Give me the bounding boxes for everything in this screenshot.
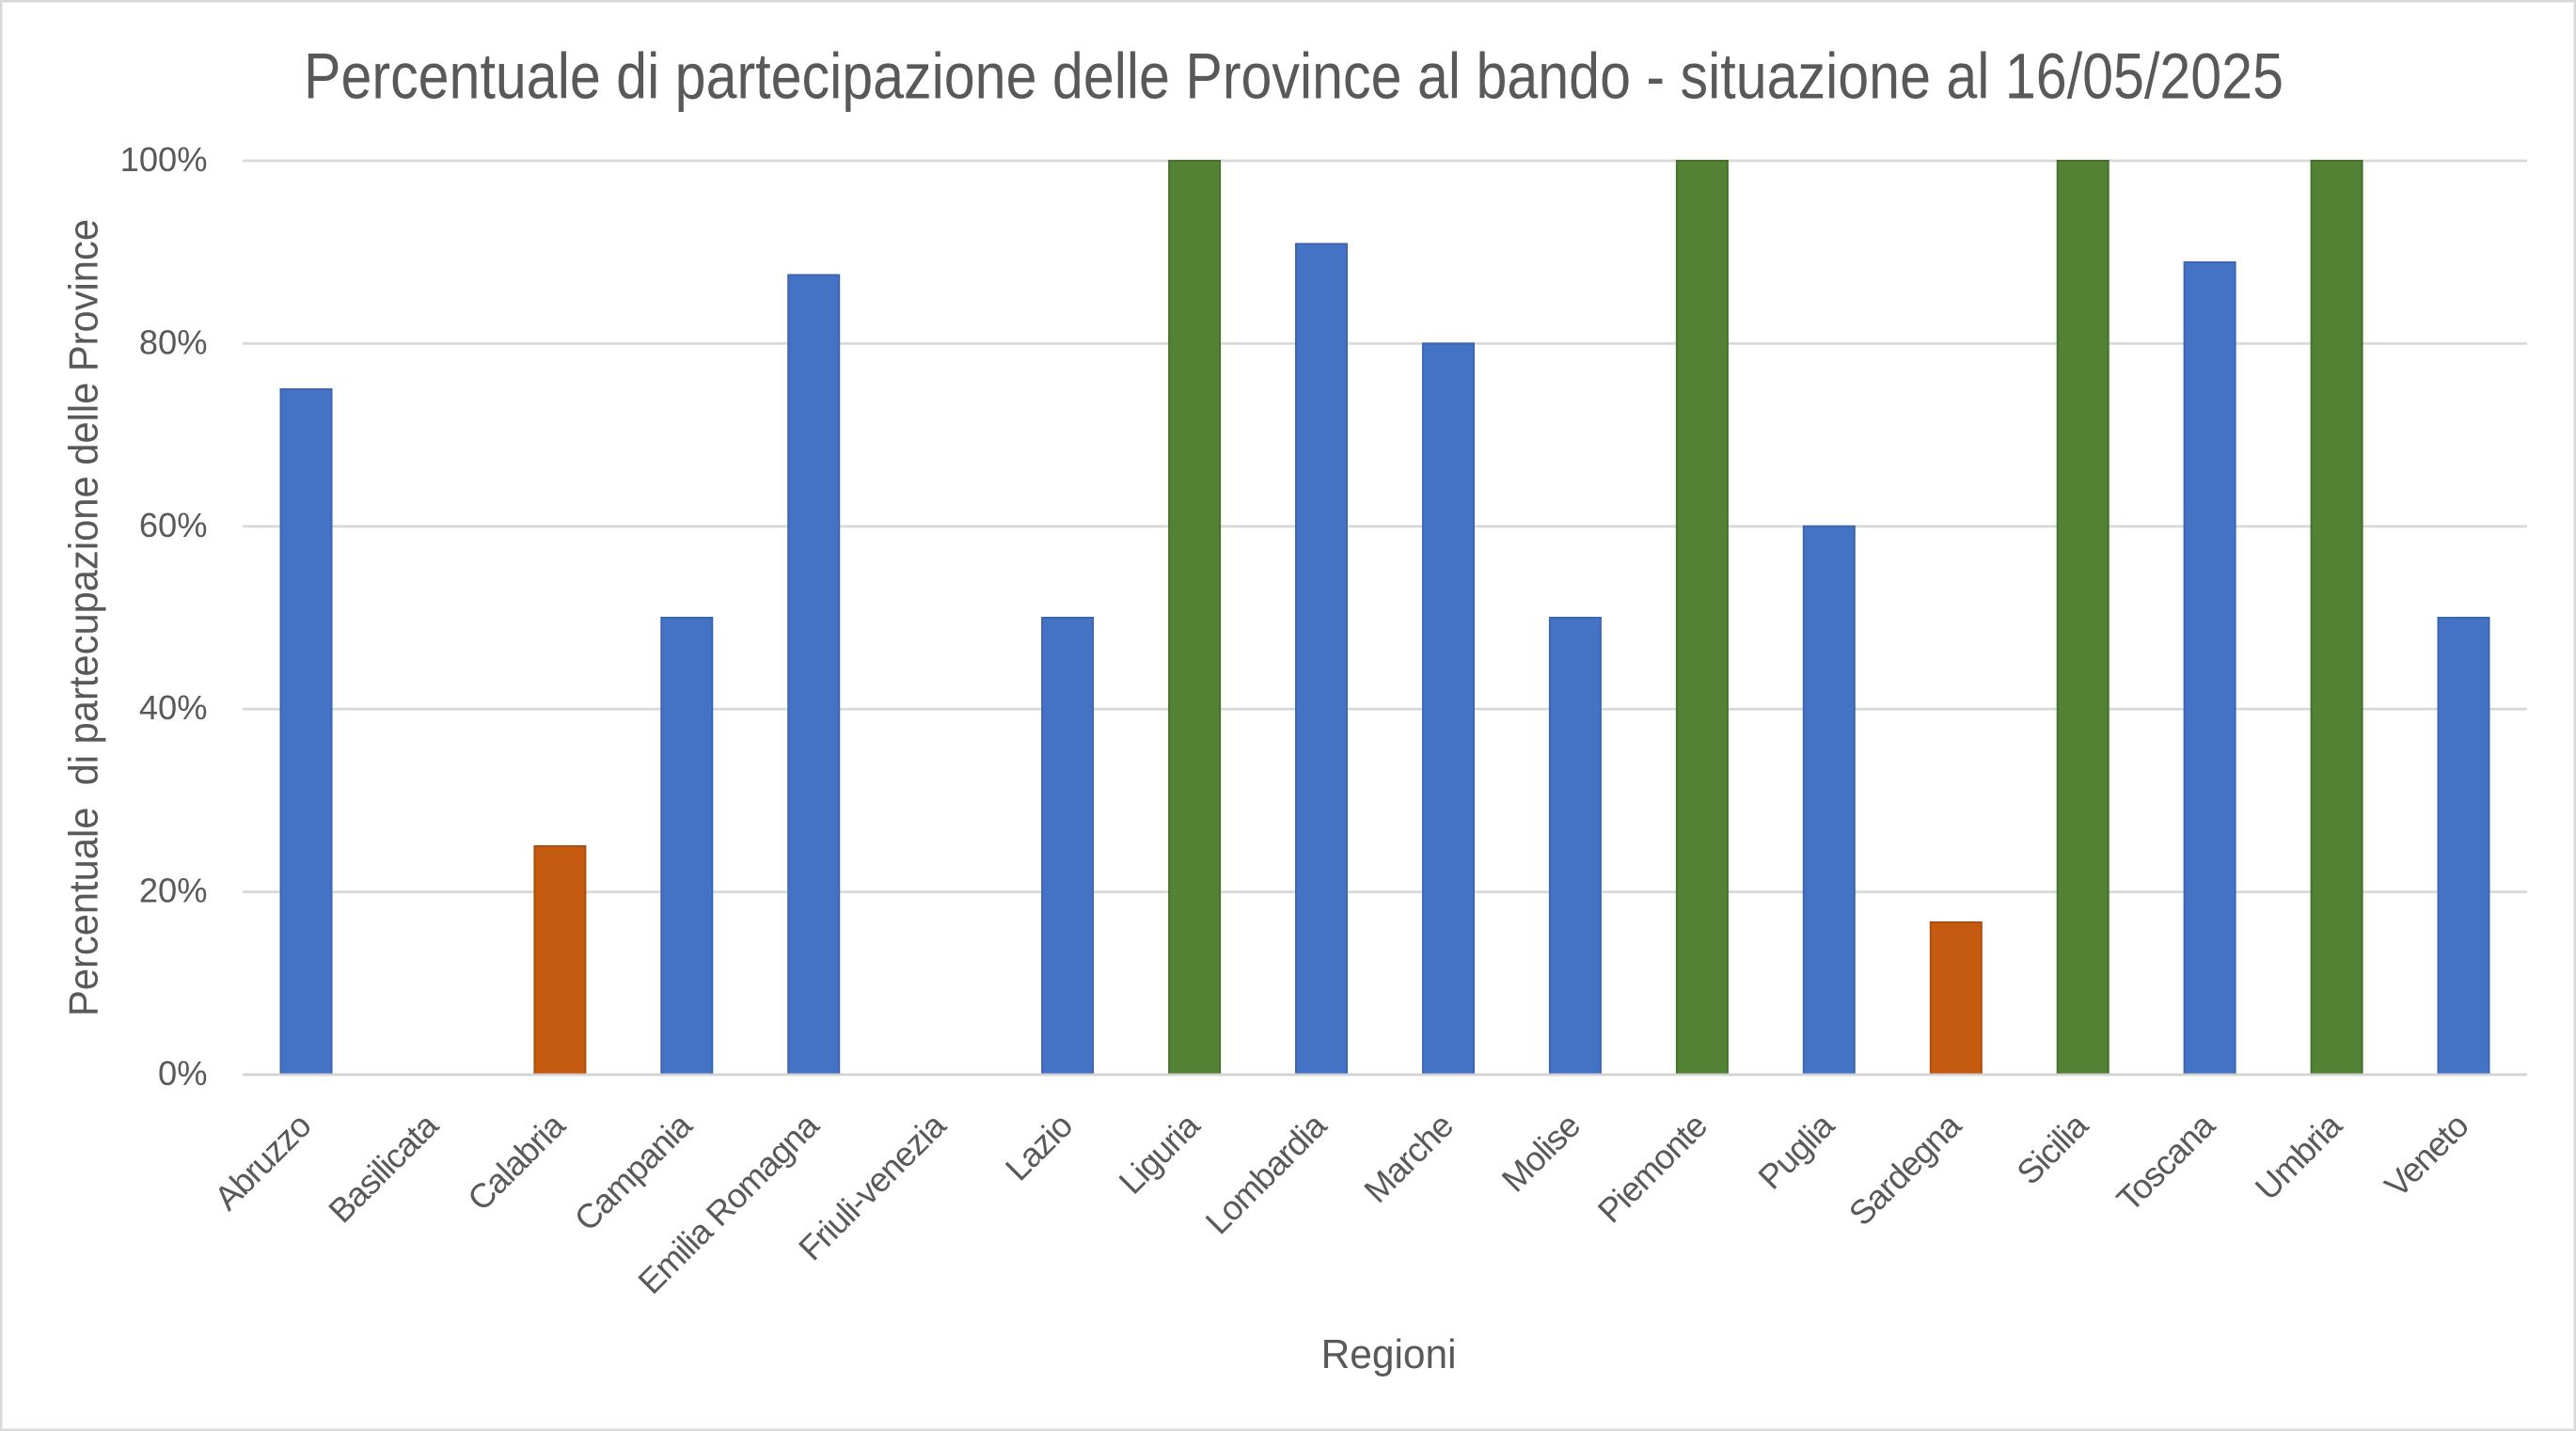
svg-text:Percentuale di partecipazione: Percentuale di partecipazione delle Prov… xyxy=(304,39,2284,112)
svg-text:20%: 20% xyxy=(139,872,208,910)
svg-text:Percentuale di partecupazione: Percentuale di partecupazione delle Prov… xyxy=(61,219,107,1016)
svg-text:40%: 40% xyxy=(139,688,208,727)
svg-text:80%: 80% xyxy=(139,322,208,361)
svg-text:60%: 60% xyxy=(139,506,208,544)
svg-text:0%: 0% xyxy=(158,1054,207,1093)
svg-text:Regioni: Regioni xyxy=(1321,1331,1457,1377)
svg-text:100%: 100% xyxy=(120,140,208,179)
